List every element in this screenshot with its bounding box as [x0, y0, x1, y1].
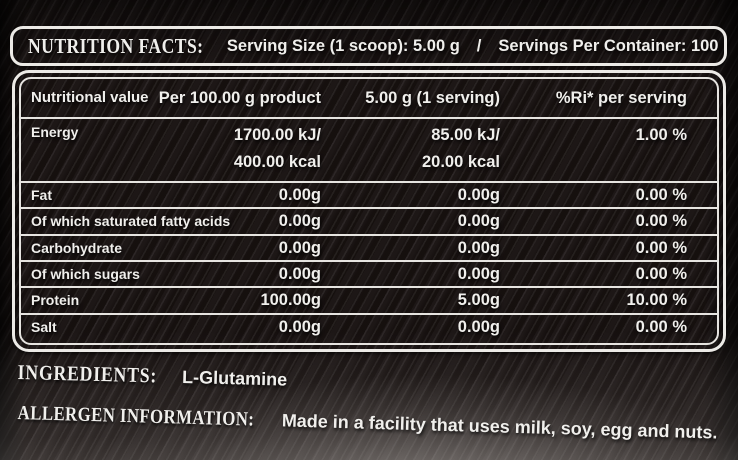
cell-ri-per-serving: 0.00 %	[635, 212, 687, 231]
cell-per-100g: 1700.00 kJ/ 400.00 kcal	[234, 122, 321, 176]
cell-per-serving: 85.00 kJ/ 20.00 kcal	[422, 122, 500, 176]
table-row-salt: Salt 0.00g 0.00g 0.00 %	[21, 312, 717, 339]
cell-per-100g: 0.00g	[278, 264, 321, 283]
row-label: Carbohydrate	[31, 239, 123, 256]
cell-ri-per-serving: 0.00 %	[635, 186, 687, 204]
table-row-energy: Energy 1700.00 kJ/ 400.00 kcal 85.00 kJ/…	[21, 119, 717, 181]
cell-per-100g: 100.00g	[260, 291, 321, 310]
energy-kcal-per-serving: 20.00 kcal	[422, 153, 500, 171]
row-label: Salt	[31, 318, 57, 335]
row-label: Energy	[31, 124, 79, 140]
cell-per-serving: 0.00g	[457, 238, 500, 257]
column-header-per-100g: Per 100.00 g product	[158, 89, 321, 107]
nutrition-table: Nutritional value Per 100.00 g product 5…	[12, 70, 726, 352]
servings-per-container-text: Servings Per Container: 100	[498, 36, 719, 55]
energy-kj-per-serving: 85.00 kJ/	[431, 126, 500, 144]
column-header-ri-per-serving: %Ri* per serving	[555, 89, 687, 107]
column-header-nutritional-value: Nutritional value	[31, 89, 149, 106]
table-header-row: Nutritional value Per 100.00 g product 5…	[21, 79, 717, 119]
cell-per-serving: 0.00g	[457, 212, 500, 231]
table-row-protein: Protein 100.00g 5.00g 10.00 %	[21, 286, 717, 312]
cell-per-100g: 0.00g	[278, 212, 321, 231]
cell-ri-per-serving: 0.00 %	[635, 238, 687, 257]
cell-per-serving: 0.00g	[457, 264, 500, 283]
cell-per-serving: 0.00g	[457, 186, 500, 204]
serving-size-text: Serving Size (1 scoop): 5.00 g	[226, 36, 460, 55]
table-row-sugars: Of which sugars 0.00g 0.00g 0.00 %	[21, 259, 717, 286]
cell-per-serving: 0.00g	[457, 317, 500, 336]
table-row-saturated-fat: Of which saturated fatty acids 0.00g 0.0…	[21, 207, 717, 233]
energy-kj-per-100g: 1700.00 kJ/	[233, 126, 321, 144]
energy-kcal-per-100g: 400.00 kcal	[233, 153, 321, 171]
allergen-line: ALLERGEN INFORMATION: Made in a facility…	[17, 402, 717, 445]
table-row-carbohydrate: Carbohydrate 0.00g 0.00g 0.00 %	[21, 233, 717, 260]
row-label: Protein	[31, 292, 80, 309]
ingredients-line: INGREDIENTS: L-Glutamine	[17, 360, 287, 392]
row-label: Of which saturated fatty acids	[31, 213, 231, 230]
column-header-per-serving: 5.00 g (1 serving)	[365, 89, 500, 107]
row-label: Fat	[31, 187, 52, 203]
table-row-fat: Fat 0.00g 0.00g 0.00 %	[21, 181, 717, 207]
nutrition-facts-header: NUTRITION FACTS: Serving Size (1 scoop):…	[10, 26, 727, 66]
ingredients-label: INGREDIENTS:	[17, 360, 158, 388]
cell-ri-per-serving: 0.00 %	[635, 264, 687, 283]
divider-slash: /	[476, 36, 482, 55]
ingredients-value: L-Glutamine	[181, 367, 288, 390]
cell-per-100g: 0.00g	[278, 317, 321, 336]
cell-ri-per-serving: 1.00 %	[635, 126, 687, 144]
allergen-value: Made in a facility that uses milk, soy, …	[281, 410, 718, 443]
nutrition-table-inner: Nutritional value Per 100.00 g product 5…	[19, 77, 719, 345]
cell-per-100g: 0.00g	[278, 238, 321, 257]
nutrition-facts-title: NUTRITION FACTS:	[28, 33, 204, 58]
allergen-label: ALLERGEN INFORMATION:	[17, 402, 255, 431]
cell-ri-per-serving: 0.00 %	[635, 317, 687, 336]
row-label: Of which sugars	[31, 265, 140, 282]
cell-per-100g: 0.00g	[278, 186, 321, 204]
cell-ri-per-serving: 10.00 %	[626, 291, 687, 310]
cell-per-serving: 5.00g	[457, 291, 500, 310]
